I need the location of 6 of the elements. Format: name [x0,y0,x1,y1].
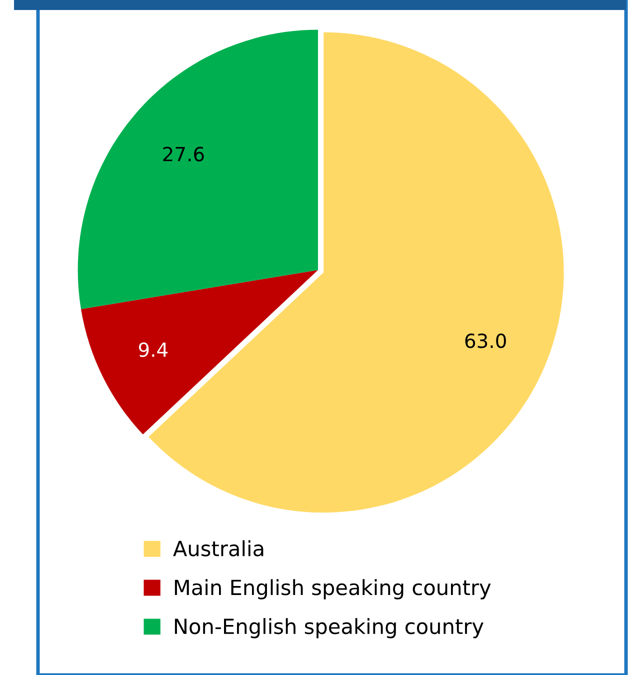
data-label: 9.4 [138,342,168,358]
legend-label: Australia [173,540,264,556]
legend-label: Main English speaking country [174,579,491,600]
legend-label: Non-English speaking country [174,618,484,638]
data-label: 63.0 [465,333,506,348]
data-label: 27.6 [163,146,204,162]
